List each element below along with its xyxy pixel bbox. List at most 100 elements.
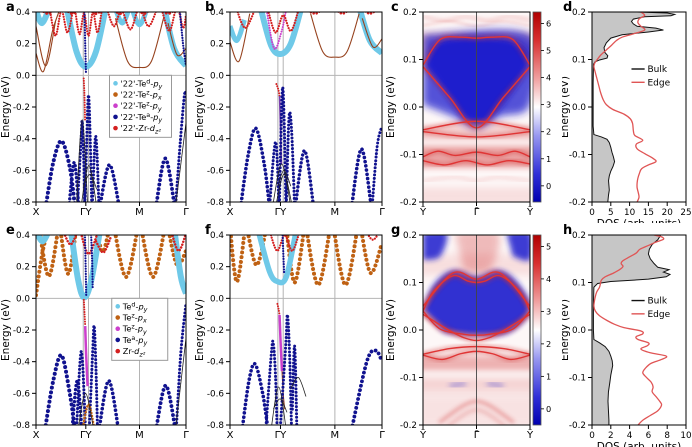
- svg-text:Γ̄: Γ̄: [474, 207, 480, 218]
- svg-text:0.2: 0.2: [210, 263, 224, 273]
- svg-text:0: 0: [546, 404, 551, 414]
- svg-text:X: X: [227, 430, 234, 441]
- panel-label-d: d: [563, 0, 573, 15]
- svg-text:-0.2: -0.2: [207, 326, 224, 336]
- svg-text:-0.8: -0.8: [13, 198, 30, 208]
- panel-d-plot: 0.2 0.1 0.0 -0.1 -0.2 Energy (eV) 0 5 10 15 20 25DO…: [562, 8, 692, 223]
- svg-text:0.0: 0.0: [210, 71, 224, 81]
- svg-text:X: X: [33, 207, 40, 218]
- svg-text:-0.1: -0.1: [569, 374, 586, 384]
- svg-text:Tez-py: Tez-py: [122, 323, 147, 336]
- svg-text:Ȳ: Ȳ: [526, 205, 534, 218]
- svg-text:Γ: Γ: [183, 207, 189, 218]
- svg-text:0.2: 0.2: [210, 40, 224, 50]
- svg-text:-0.2: -0.2: [569, 421, 586, 431]
- svg-text:0.4: 0.4: [16, 231, 30, 241]
- svg-text:0.4: 0.4: [16, 8, 30, 18]
- svg-text:ΓY: ΓY: [80, 430, 93, 441]
- svg-text:-0.8: -0.8: [207, 421, 224, 431]
- svg-text:DOS (arb. units): DOS (arb. units): [597, 441, 681, 447]
- panel-a-plot: 0.4 0.2 0.0 -0.2 -0.4 -0.6 -0.8 Energy (eV) X ΓY M…: [0, 8, 189, 218]
- svg-text:-0.4: -0.4: [207, 358, 225, 368]
- svg-text:4: 4: [546, 274, 551, 284]
- svg-text:2: 2: [546, 127, 551, 137]
- svg-text:25: 25: [680, 208, 691, 218]
- panel-b-plot: 0.4 0.2 0.0 -0.2 -0.4 -0.6 -0.8 Energy (eV) X ΓY M…: [194, 8, 385, 218]
- svg-text:0.2: 0.2: [16, 40, 30, 50]
- svg-text:-0.4: -0.4: [13, 358, 31, 368]
- panel-c-plot: 0.2 0.1 0.0 -0.1 -0.2 Energy (eV) Ȳ Γ̄ Ȳ 6 5 4 3 2 1…: [386, 8, 551, 218]
- svg-text:4: 4: [627, 431, 633, 441]
- svg-text:1: 1: [546, 371, 551, 381]
- svg-text:0.0: 0.0: [16, 71, 30, 81]
- svg-text:-0.8: -0.8: [13, 421, 30, 431]
- svg-text:-0.2: -0.2: [400, 198, 417, 208]
- svg-text:ΓY: ΓY: [275, 207, 288, 218]
- svg-text:Energy (eV): Energy (eV): [562, 299, 571, 361]
- svg-text:Ȳ: Ȳ: [419, 205, 427, 218]
- svg-text:5: 5: [546, 241, 551, 251]
- svg-text:0.1: 0.1: [403, 279, 417, 289]
- svg-text:Γ: Γ: [379, 430, 385, 441]
- svg-text:0: 0: [546, 181, 551, 191]
- svg-text:-0.6: -0.6: [207, 389, 225, 399]
- svg-text:Energy (eV): Energy (eV): [386, 299, 397, 361]
- svg-text:Ȳ: Ȳ: [526, 428, 534, 441]
- svg-text:0.0: 0.0: [572, 326, 586, 336]
- svg-text:-0.2: -0.2: [569, 198, 586, 208]
- svg-text:5: 5: [546, 45, 551, 55]
- svg-text:Energy (eV): Energy (eV): [0, 76, 12, 138]
- svg-text:0.0: 0.0: [210, 294, 224, 304]
- svg-text:10: 10: [624, 208, 636, 218]
- svg-text:-0.6: -0.6: [13, 166, 31, 176]
- svg-text:0.0: 0.0: [16, 294, 30, 304]
- svg-text:10: 10: [680, 431, 692, 441]
- svg-text:0.4: 0.4: [210, 231, 224, 241]
- panel-f: f 0.4 0.2 0.0 -0.2 -0.4 -0.6 -0.8 Energy (eV) X ΓY…: [192, 223, 386, 447]
- panel-a: a 0.4 0.2 0.0 -0.2 -0.4 -0.6 -0.8 Energy (eV) X ΓY…: [0, 0, 192, 223]
- svg-text:0.1: 0.1: [572, 279, 586, 289]
- svg-text:X: X: [33, 430, 40, 441]
- panel-e-plot: 0.4 0.2 0.0 -0.2 -0.4 -0.6 -0.8 Energy (eV) X ΓY M…: [0, 231, 189, 441]
- panel-label-g: g: [391, 223, 401, 238]
- svg-text:0.2: 0.2: [572, 231, 586, 241]
- svg-text:Γ̄: Γ̄: [474, 430, 480, 441]
- svg-text:Ȳ: Ȳ: [419, 428, 427, 441]
- svg-text:M: M: [135, 207, 144, 218]
- svg-text:0.0: 0.0: [572, 103, 586, 113]
- svg-text:Bulk: Bulk: [647, 65, 667, 75]
- svg-text:-0.1: -0.1: [400, 151, 417, 161]
- svg-text:M: M: [331, 207, 340, 218]
- svg-text:X: X: [227, 207, 234, 218]
- svg-text:0: 0: [589, 431, 595, 441]
- panel-e: e 0.4 0.2 0.0 -0.2 -0.4 -0.6 -0.8 Energy (eV) X ΓY…: [0, 223, 192, 447]
- svg-text:-0.1: -0.1: [569, 151, 586, 161]
- svg-text:Energy (eV): Energy (eV): [562, 76, 571, 138]
- svg-text:DOS (arb. units): DOS (arb. units): [597, 218, 681, 223]
- panel-label-e: e: [6, 223, 15, 238]
- svg-text:-0.4: -0.4: [207, 135, 225, 145]
- svg-text:M: M: [331, 430, 340, 441]
- svg-text:'22'-Tea-py: '22'-Tea-py: [121, 111, 163, 124]
- panel-label-c: c: [391, 0, 399, 15]
- svg-text:Edge: Edge: [647, 78, 670, 88]
- svg-text:Energy (eV): Energy (eV): [0, 299, 12, 361]
- svg-text:20: 20: [662, 208, 674, 218]
- panel-h: h 0.2 0.1 0.0 -0.1 -0.2 Energy (eV) 0 2 4 6 8 10 DOS …: [562, 223, 692, 447]
- svg-text:Energy (eV): Energy (eV): [194, 299, 206, 361]
- svg-text:'22'-Zr-dz²: '22'-Zr-dz²: [121, 123, 162, 135]
- svg-text:0.0: 0.0: [403, 103, 417, 113]
- svg-text:Energy (eV): Energy (eV): [194, 76, 206, 138]
- svg-text:-0.1: -0.1: [400, 374, 417, 384]
- panel-label-h: h: [563, 223, 573, 238]
- svg-text:0.2: 0.2: [403, 8, 417, 18]
- svg-text:4: 4: [546, 73, 551, 83]
- svg-text:6: 6: [546, 18, 551, 28]
- svg-text:1: 1: [546, 154, 551, 164]
- svg-text:0.2: 0.2: [403, 231, 417, 241]
- svg-text:-0.6: -0.6: [13, 389, 31, 399]
- svg-text:0.0: 0.0: [403, 326, 417, 336]
- svg-text:8: 8: [664, 431, 670, 441]
- svg-text:'22'-Tez-px: '22'-Tez-px: [121, 89, 162, 102]
